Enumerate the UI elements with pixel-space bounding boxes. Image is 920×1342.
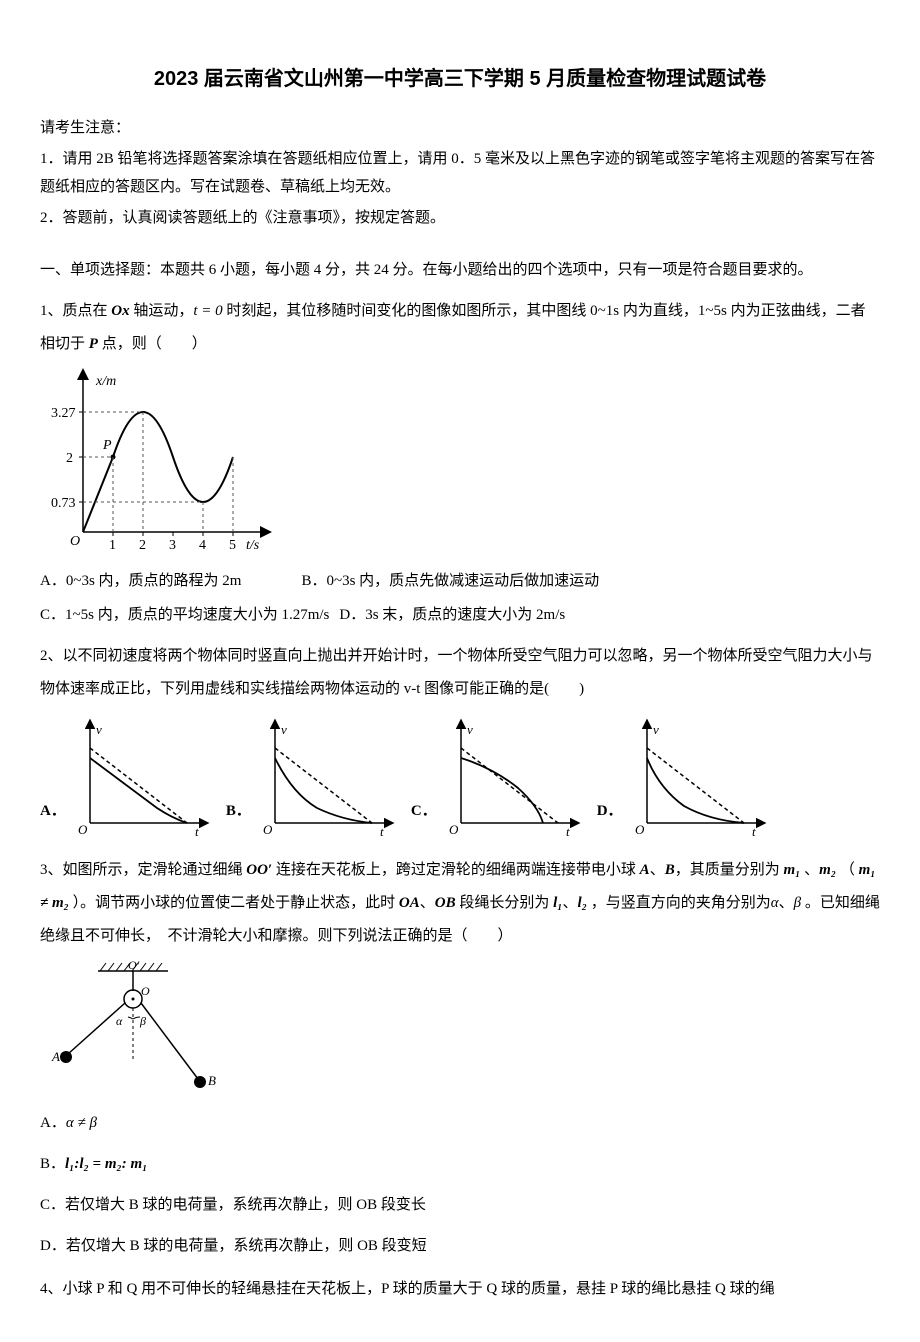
q3-optA-txt: α ≠ β	[66, 1115, 97, 1131]
q3-diagram: O′ O A B α β	[48, 959, 228, 1099]
q3-p8: 段绳长分别为	[456, 895, 554, 911]
q3-oo: OO′	[246, 862, 272, 878]
svg-text:O: O	[70, 534, 80, 549]
svg-text:3.27: 3.27	[51, 406, 76, 421]
svg-text:v: v	[96, 722, 102, 737]
q3-p10: ，与竖直方向的夹角分别为	[587, 895, 771, 911]
q2-optC: C． v t O	[411, 718, 583, 838]
question-2-text: 2、以不同初速度将两个物体同时竖直向上抛出并开始计时，一个物体所受空气阻力可以忽…	[40, 640, 880, 706]
q3-l1: l₁	[553, 895, 562, 911]
q3-l2: l₂	[578, 895, 587, 911]
question-3-text: 3、如图所示，定滑轮通过细绳 OO′ 连接在天花板上，跨过定滑轮的细绳两端连接带…	[40, 854, 880, 953]
q3-optB: B．l₁:l₂ = m₂: m₁	[40, 1148, 880, 1181]
q1-part1: 1、质点在	[40, 303, 111, 319]
q2-labelB: B．	[226, 797, 251, 838]
svg-text:O: O	[635, 822, 645, 837]
q3-p9: 、	[563, 895, 578, 911]
q2-chartD: v t O	[629, 718, 769, 838]
svg-text:4: 4	[199, 538, 206, 553]
svg-text:β: β	[139, 1014, 146, 1028]
q3-p2: 连接在天花板上，跨过定滑轮的细绳两端连接带电小球	[272, 862, 640, 878]
svg-text:2: 2	[66, 451, 73, 466]
q3-p4: 、	[800, 862, 819, 878]
q3-optB-txt: l₁:l₂ = m₂: m₁	[65, 1156, 147, 1172]
q2-optA: A． v t O	[40, 718, 212, 838]
notice-item-1: 1．请用 2B 铅笔将选择题答案涂填在答题纸相应位置上，请用 0．5 毫米及以上…	[40, 145, 880, 202]
svg-text:3: 3	[169, 538, 176, 553]
q3-alpha: α	[771, 895, 779, 911]
svg-text:5: 5	[229, 538, 236, 553]
q3-p3: ，其质量分别为	[675, 862, 784, 878]
question-4-text: 4、小球 P 和 Q 用不可伸长的轻绳悬挂在天花板上，P 球的质量大于 Q 球的…	[40, 1273, 880, 1306]
q2-chartC: v t O	[443, 718, 583, 838]
q2-chartB: v t O	[257, 718, 397, 838]
q3-m2: m₂	[819, 862, 836, 878]
q3-OA: OA	[399, 895, 420, 911]
q1-optB: B．0~3s 内，质点先做减速运动后做加速运动	[301, 567, 599, 596]
q1-part4: 点，则（ ）	[98, 336, 207, 352]
q1-t0: t = 0	[193, 303, 222, 319]
q3-optB-pre: B．	[40, 1156, 65, 1172]
q3-p7a: 、	[650, 862, 665, 878]
svg-text:A: A	[51, 1049, 60, 1064]
svg-text:t: t	[380, 824, 384, 838]
q2-labelD: D．	[597, 797, 623, 838]
q1-p: P	[89, 336, 98, 352]
q1-optA: A．0~3s 内，质点的路程为 2m	[40, 567, 241, 596]
svg-text:1: 1	[109, 538, 116, 553]
q3-optC: C．若仅增大 B 球的电荷量，系统再次静止，则 OB 段变长	[40, 1189, 880, 1222]
svg-text:O: O	[263, 822, 273, 837]
svg-text:O: O	[78, 822, 88, 837]
q3-OB: OB	[435, 895, 456, 911]
svg-text:x/m: x/m	[95, 374, 116, 389]
q3-p1: 3、如图所示，定滑轮通过细绳	[40, 862, 246, 878]
q3-p7: 、	[420, 895, 435, 911]
q3-optA: A．α ≠ β	[40, 1107, 880, 1140]
section-1-header: 一、单项选择题：本题共 6 小题，每小题 4 分，共 24 分。在每小题给出的四…	[40, 256, 880, 285]
q3-p5: （	[836, 862, 859, 878]
q2-optD: D． v t O	[597, 718, 769, 838]
notice-item-2: 2．答题前，认真阅读答题纸上的《注意事项》，按规定答题。	[40, 204, 880, 233]
page-title: 2023 届云南省文山州第一中学高三下学期 5 月质量检查物理试题试卷	[40, 60, 880, 98]
svg-text:O: O	[141, 984, 150, 998]
q1-chart: x/m 3.27 2 0.73 O 1 2 3 4 5 t/s P	[48, 367, 278, 557]
q2-options: A． v t O B． v t O C． v	[40, 718, 880, 838]
svg-text:v: v	[467, 722, 473, 737]
svg-text:B: B	[208, 1073, 216, 1088]
q3-optA-pre: A．	[40, 1115, 66, 1131]
q2-labelA: A．	[40, 797, 66, 838]
q3-p11: 、	[779, 895, 794, 911]
svg-text:2: 2	[139, 538, 146, 553]
q1-options-row1: A．0~3s 内，质点的路程为 2m B．0~3s 内，质点先做减速运动后做加速…	[40, 567, 880, 596]
q1-part2: 轴运动，	[130, 303, 194, 319]
question-1-text: 1、质点在 Ox 轴运动，t = 0 时刻起，其位移随时间变化的图像如图所示，其…	[40, 295, 880, 361]
q3-beta: β	[794, 895, 801, 911]
svg-text:v: v	[653, 722, 659, 737]
svg-text:t/s: t/s	[246, 538, 260, 553]
svg-text:t: t	[195, 824, 199, 838]
notice-header: 请考生注意：	[40, 114, 880, 143]
svg-text:v: v	[281, 722, 287, 737]
svg-text:t: t	[752, 824, 756, 838]
q2-chartA: v t O	[72, 718, 212, 838]
q1-optD: D．3s 末，质点的速度大小为 2m/s	[339, 601, 565, 630]
svg-text:O′: O′	[128, 959, 140, 972]
q3-p6: ）。调节两小球的位置使二者处于静止状态，此时	[69, 895, 399, 911]
svg-text:t: t	[566, 824, 570, 838]
svg-text:O: O	[449, 822, 459, 837]
q3-optD: D．若仅增大 B 球的电荷量，系统再次静止，则 OB 段变短	[40, 1230, 880, 1263]
svg-text:α: α	[116, 1014, 123, 1028]
q1-optC: C．1~5s 内，质点的平均速度大小为 1.27m/s	[40, 601, 329, 630]
q1-ox: Ox	[111, 303, 129, 319]
q3-m1: m₁	[783, 862, 800, 878]
q3-B: B	[665, 862, 675, 878]
q3-A: A	[640, 862, 650, 878]
svg-text:0.73: 0.73	[51, 496, 76, 511]
q1-options-row2: C．1~5s 内，质点的平均速度大小为 1.27m/s D．3s 末，质点的速度…	[40, 601, 880, 630]
svg-text:P: P	[102, 438, 112, 453]
q2-labelC: C．	[411, 797, 437, 838]
q2-optB: B． v t O	[226, 718, 397, 838]
